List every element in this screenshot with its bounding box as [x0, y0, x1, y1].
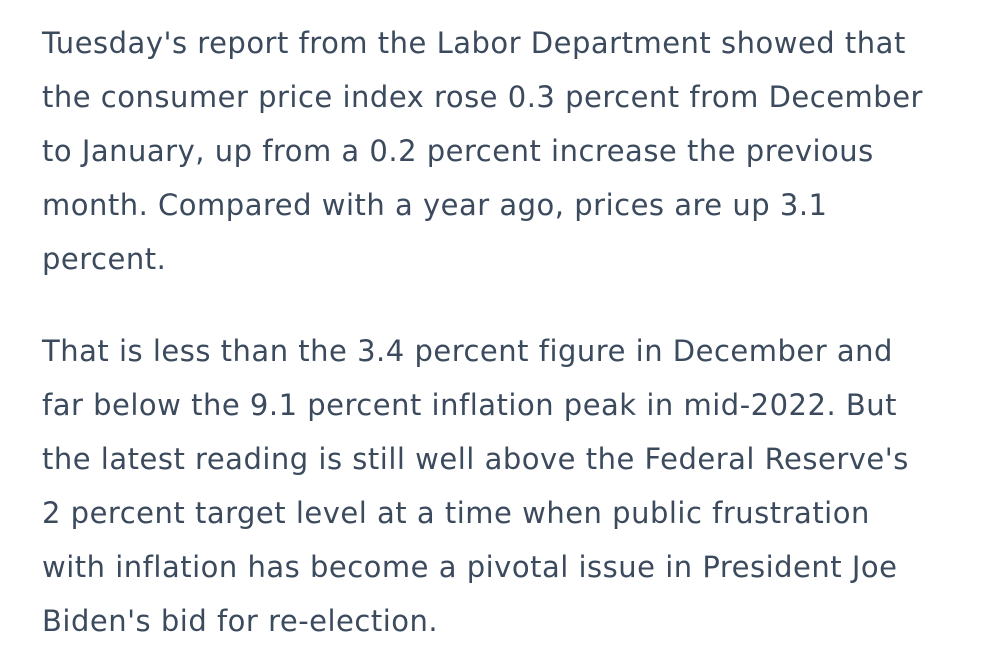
article-line: Biden's bid for re-election. [42, 604, 439, 638]
article-line: That is less than the 3.4 percent figure… [42, 334, 893, 368]
article-line: percent. [42, 242, 167, 276]
article-line: with inflation has become a pivotal issu… [42, 550, 898, 584]
article-line: 2 percent target level at a time when pu… [42, 496, 870, 530]
article-line: to January, up from a 0.2 percent increa… [42, 134, 874, 168]
article-line: the latest reading is still well above t… [42, 442, 909, 476]
article-paragraph-1: Tuesday's report from the Labor Departme… [42, 16, 977, 286]
article-line: far below the 9.1 percent inflation peak… [42, 388, 898, 422]
article-paragraph-2: That is less than the 3.4 percent figure… [42, 324, 977, 648]
article-line: month. Compared with a year ago, prices … [42, 188, 828, 222]
article-line: Tuesday's report from the Labor Departme… [42, 26, 906, 60]
article-line: the consumer price index rose 0.3 percen… [42, 80, 923, 114]
